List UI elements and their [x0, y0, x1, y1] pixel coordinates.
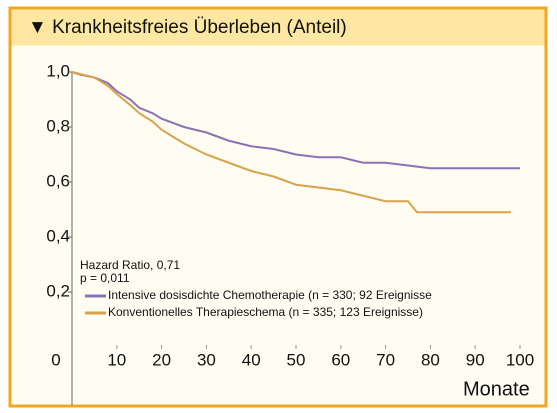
- header: [11, 9, 545, 46]
- x-tick-label: 50: [287, 350, 306, 369]
- x-axis-label: Monate: [463, 378, 530, 400]
- annotation: p = 0,011: [80, 271, 130, 285]
- x-tick-label: 40: [242, 350, 261, 369]
- x-tick-label: 10: [107, 350, 126, 369]
- y-tick-label: 0: [51, 350, 60, 369]
- x-tick-label: 70: [376, 350, 395, 369]
- y-tick-label: 0,8: [46, 116, 70, 135]
- survival-line: [71, 71, 512, 214]
- y-tick-label: 0,4: [46, 226, 70, 245]
- y-tick-label: 0,6: [46, 171, 70, 190]
- survival-line: [71, 71, 520, 170]
- x-tick-label: 90: [466, 350, 485, 369]
- x-tick-label: 60: [331, 350, 350, 369]
- annotation: Hazard Ratio, 0,71: [80, 258, 180, 272]
- y-tick-label: 0,2: [46, 281, 70, 300]
- x-tick-label: 30: [197, 350, 216, 369]
- y-tick-label: 1,0: [46, 61, 70, 80]
- legend-label: Intensive dosisdichte Chemotherapie (n =…: [108, 288, 432, 302]
- chart-title: ▼ Krankheitsfreies Überleben (Anteil): [28, 17, 347, 38]
- x-tick-label: 80: [421, 350, 440, 369]
- x-tick-label: 100: [506, 350, 534, 369]
- x-tick-label: 20: [152, 350, 171, 369]
- frame: [8, 6, 548, 408]
- legend-label: Konventionelles Therapieschema (n = 335;…: [108, 305, 423, 319]
